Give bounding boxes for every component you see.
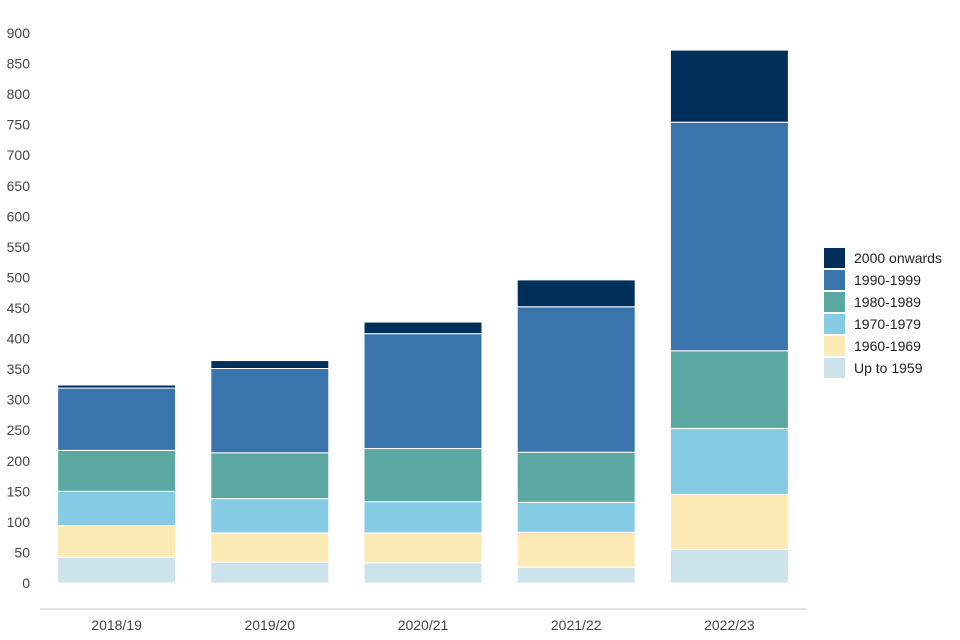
bar-segment <box>57 525 177 558</box>
y-tick-label: 800 <box>7 86 31 102</box>
bar-segment <box>210 561 330 584</box>
y-tick-label: 650 <box>7 178 31 194</box>
y-axis: 0 50 100 150 200 250 300 350 400 450 500 550 600 650 7… <box>7 25 31 591</box>
bar-segment <box>363 321 483 335</box>
legend-swatch <box>824 270 845 290</box>
legend-swatch <box>824 314 845 334</box>
bar-segment <box>363 448 483 503</box>
y-tick-label: 700 <box>7 147 31 163</box>
bar-segment <box>516 566 636 584</box>
y-tick-label: 150 <box>7 483 31 499</box>
y-tick-label: 600 <box>7 208 31 224</box>
legend: 2000 onwards 1990-1999 1980-1989 1970-1979 1… <box>824 248 942 378</box>
bar-segment <box>57 449 177 492</box>
y-tick-label: 300 <box>7 392 31 408</box>
bar-segment <box>516 306 636 453</box>
y-tick-label: 850 <box>7 56 31 72</box>
y-tick-label: 50 <box>14 544 30 560</box>
x-tick-label: 2021/22 <box>551 617 602 633</box>
legend-label: 1980-1989 <box>854 294 921 310</box>
x-tick-label: 2018/19 <box>91 617 142 633</box>
legend-label: 2000 onwards <box>854 250 942 266</box>
bar-segment <box>516 279 636 308</box>
bar-segment <box>516 531 636 568</box>
y-tick-label: 550 <box>7 239 31 255</box>
y-tick-label: 450 <box>7 300 31 316</box>
bar-segment <box>57 384 177 389</box>
bar-segment <box>210 498 330 534</box>
legend-label: Up to 1959 <box>854 360 923 376</box>
bar-segment <box>57 387 177 451</box>
x-axis: 2018/19 2019/20 2020/21 2021/22 2022/23 <box>91 617 755 633</box>
bar-segment <box>669 121 789 352</box>
bar-segment <box>363 532 483 564</box>
legend-label: 1990-1999 <box>854 272 921 288</box>
bar-segment <box>210 368 330 454</box>
bar-segment <box>57 556 177 584</box>
bars-area <box>57 49 789 584</box>
bar-segment <box>516 451 636 503</box>
bar-segment <box>669 493 789 550</box>
legend-swatch <box>824 248 845 268</box>
x-tick-label: 2019/20 <box>244 617 295 633</box>
legend-label: 1970-1979 <box>854 316 921 332</box>
x-tick-label: 2020/21 <box>398 617 449 633</box>
y-tick-label: 250 <box>7 422 31 438</box>
legend-swatch <box>824 358 845 378</box>
y-tick-label: 200 <box>7 453 31 469</box>
bar-segment <box>363 333 483 450</box>
bar-segment <box>363 501 483 534</box>
y-tick-label: 750 <box>7 117 31 133</box>
y-tick-label: 500 <box>7 269 31 285</box>
bar-segment <box>516 501 636 533</box>
bar-segment <box>363 562 483 584</box>
y-tick-label: 900 <box>7 25 31 41</box>
legend-swatch <box>824 292 845 312</box>
bar-segment <box>210 360 330 369</box>
bar-segment <box>669 548 789 584</box>
bar-segment <box>57 490 177 527</box>
y-tick-label: 100 <box>7 514 31 530</box>
bar-segment <box>210 532 330 563</box>
bar-segment <box>669 350 789 429</box>
x-tick-label: 2022/23 <box>704 617 755 633</box>
bar-segment <box>669 49 789 123</box>
y-tick-label: 400 <box>7 331 31 347</box>
y-tick-label: 350 <box>7 361 31 377</box>
bar-segment <box>669 427 789 495</box>
legend-swatch <box>824 336 845 356</box>
y-tick-label: 0 <box>22 575 30 591</box>
legend-label: 1960-1969 <box>854 338 921 354</box>
bar-segment <box>210 452 330 500</box>
